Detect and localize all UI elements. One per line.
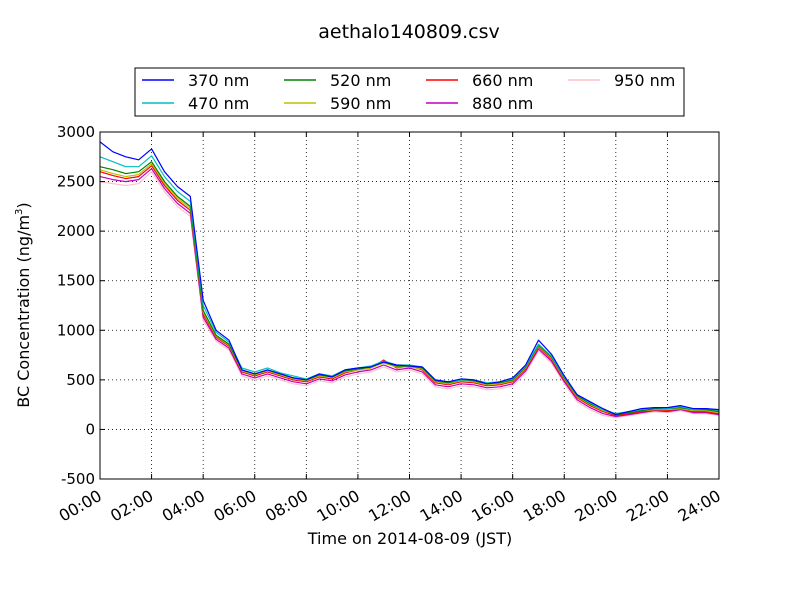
series-line-880-nm — [99, 168, 720, 418]
y-tick-label: 0 — [85, 420, 95, 438]
y-tick-label: -500 — [61, 470, 95, 488]
x-axis-label: Time on 2014-08-09 (JST) — [307, 529, 512, 548]
y-tick-label: 500 — [66, 371, 95, 389]
y-axis-label: BC Concentration (ng/m3) — [14, 202, 33, 407]
chart-title: aethalo140809.csv — [318, 21, 500, 43]
legend-label: 950 nm — [614, 71, 675, 90]
series-group — [99, 141, 720, 419]
legend-label: 590 nm — [330, 94, 391, 113]
series-line-370-nm — [99, 141, 720, 416]
y-axis-label-superscript: 3 — [14, 209, 25, 215]
legend-label: 470 nm — [188, 94, 249, 113]
y-tick-label: 3000 — [57, 123, 95, 141]
ticks — [99, 131, 720, 480]
legend-label: 660 nm — [472, 71, 533, 90]
y-tick-label: 2000 — [57, 222, 95, 240]
series-line-470-nm — [99, 155, 720, 415]
y-tick-label: 1500 — [57, 272, 95, 290]
y-axis-label-text: BC Concentration (ng/m — [14, 215, 33, 408]
y-tick-labels: -500 0 500 1000 1500 2000 2500 3000 — [57, 123, 95, 488]
legend-label: 370 nm — [188, 71, 249, 90]
series-line-950-nm — [99, 171, 720, 419]
y-axis-label-end: ) — [14, 202, 33, 208]
legend: 370 nm 470 nm 520 nm 590 nm 660 nm 880 nm 950 … — [134, 67, 685, 117]
legend-label: 880 nm — [472, 94, 533, 113]
legend-label: 520 nm — [330, 71, 391, 90]
y-tick-label: 2500 — [57, 173, 95, 191]
legend-box — [134, 67, 685, 117]
y-tick-label: 1000 — [57, 321, 95, 339]
